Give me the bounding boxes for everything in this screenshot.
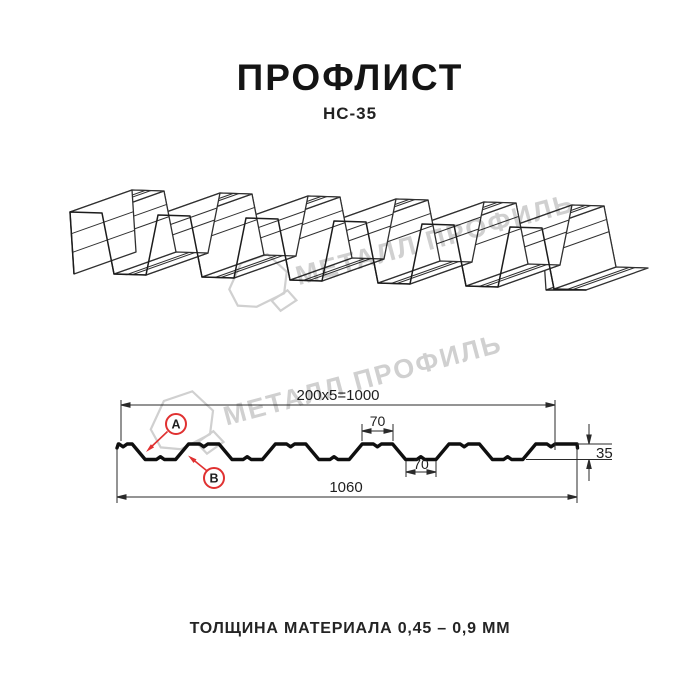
callout-b-label: В xyxy=(209,472,218,486)
dim-overall-width-line xyxy=(116,447,578,503)
cross-section-outline xyxy=(115,442,580,462)
profile-cross-section: 200x5=1000 70 70 35 1060 xyxy=(115,387,613,503)
dim-top-flange-value: 70 xyxy=(370,413,386,429)
dim-height-value: 35 xyxy=(596,445,613,462)
profile-3d-edge xyxy=(566,267,630,290)
callout-b-arrowhead xyxy=(188,455,197,463)
dim-arrow xyxy=(545,402,556,408)
dim-working-width-value: 200x5=1000 xyxy=(297,387,380,404)
profile-3d-edge xyxy=(308,258,372,281)
brand-logo-icon xyxy=(195,429,226,456)
callout-b-circle xyxy=(203,467,225,489)
profile-3d-edge xyxy=(484,264,548,287)
dimension-lines xyxy=(116,400,612,503)
callout-a-label: А xyxy=(171,418,180,432)
dim-height-line xyxy=(526,424,612,481)
profile-3d-edge xyxy=(572,267,636,290)
profile-3d-edge xyxy=(132,252,196,275)
profile-3d-edge xyxy=(71,211,134,235)
profile-3d-view xyxy=(69,189,649,291)
watermark-text: МЕТАЛЛ ПРОФИЛЬ xyxy=(220,328,505,431)
profile-3d-edge xyxy=(390,261,454,284)
profile-3d-edge xyxy=(214,255,278,278)
brand-logo-icon xyxy=(270,288,299,313)
dim-arrow xyxy=(426,469,437,475)
dim-arrow xyxy=(116,494,127,500)
dim-working-width-line xyxy=(120,400,556,450)
page-title: ПРОФЛИСТ xyxy=(236,57,464,98)
profile-3d-edge xyxy=(72,229,135,253)
dim-arrow xyxy=(120,402,131,408)
dim-arrow xyxy=(567,494,578,500)
profile-3d-edge xyxy=(302,258,366,281)
callout-a-arrowhead xyxy=(146,444,155,452)
profile-3d-edge xyxy=(478,264,542,287)
callout-labels: А В xyxy=(146,413,225,489)
dim-arrow xyxy=(405,469,416,475)
profile-3d-edge xyxy=(396,261,460,284)
dim-arrow xyxy=(361,428,372,434)
dim-arrow xyxy=(586,459,592,469)
dim-bottom-flange-value: 70 xyxy=(413,456,429,472)
dim-overall-width-value: 1060 xyxy=(329,479,362,496)
dim-arrow xyxy=(383,428,394,434)
profile-3d-edge xyxy=(126,252,190,275)
profile-model-name: НС-35 xyxy=(322,104,378,123)
dim-arrow xyxy=(586,434,592,445)
brand-logo-icon xyxy=(149,390,215,451)
thickness-note: ТОЛЩИНА МАТЕРИАЛА 0,45 – 0,9 ММ xyxy=(189,620,511,637)
callout-a-circle xyxy=(165,413,187,435)
profile-3d-edge xyxy=(69,211,587,291)
brand-logo-icon xyxy=(228,252,288,308)
